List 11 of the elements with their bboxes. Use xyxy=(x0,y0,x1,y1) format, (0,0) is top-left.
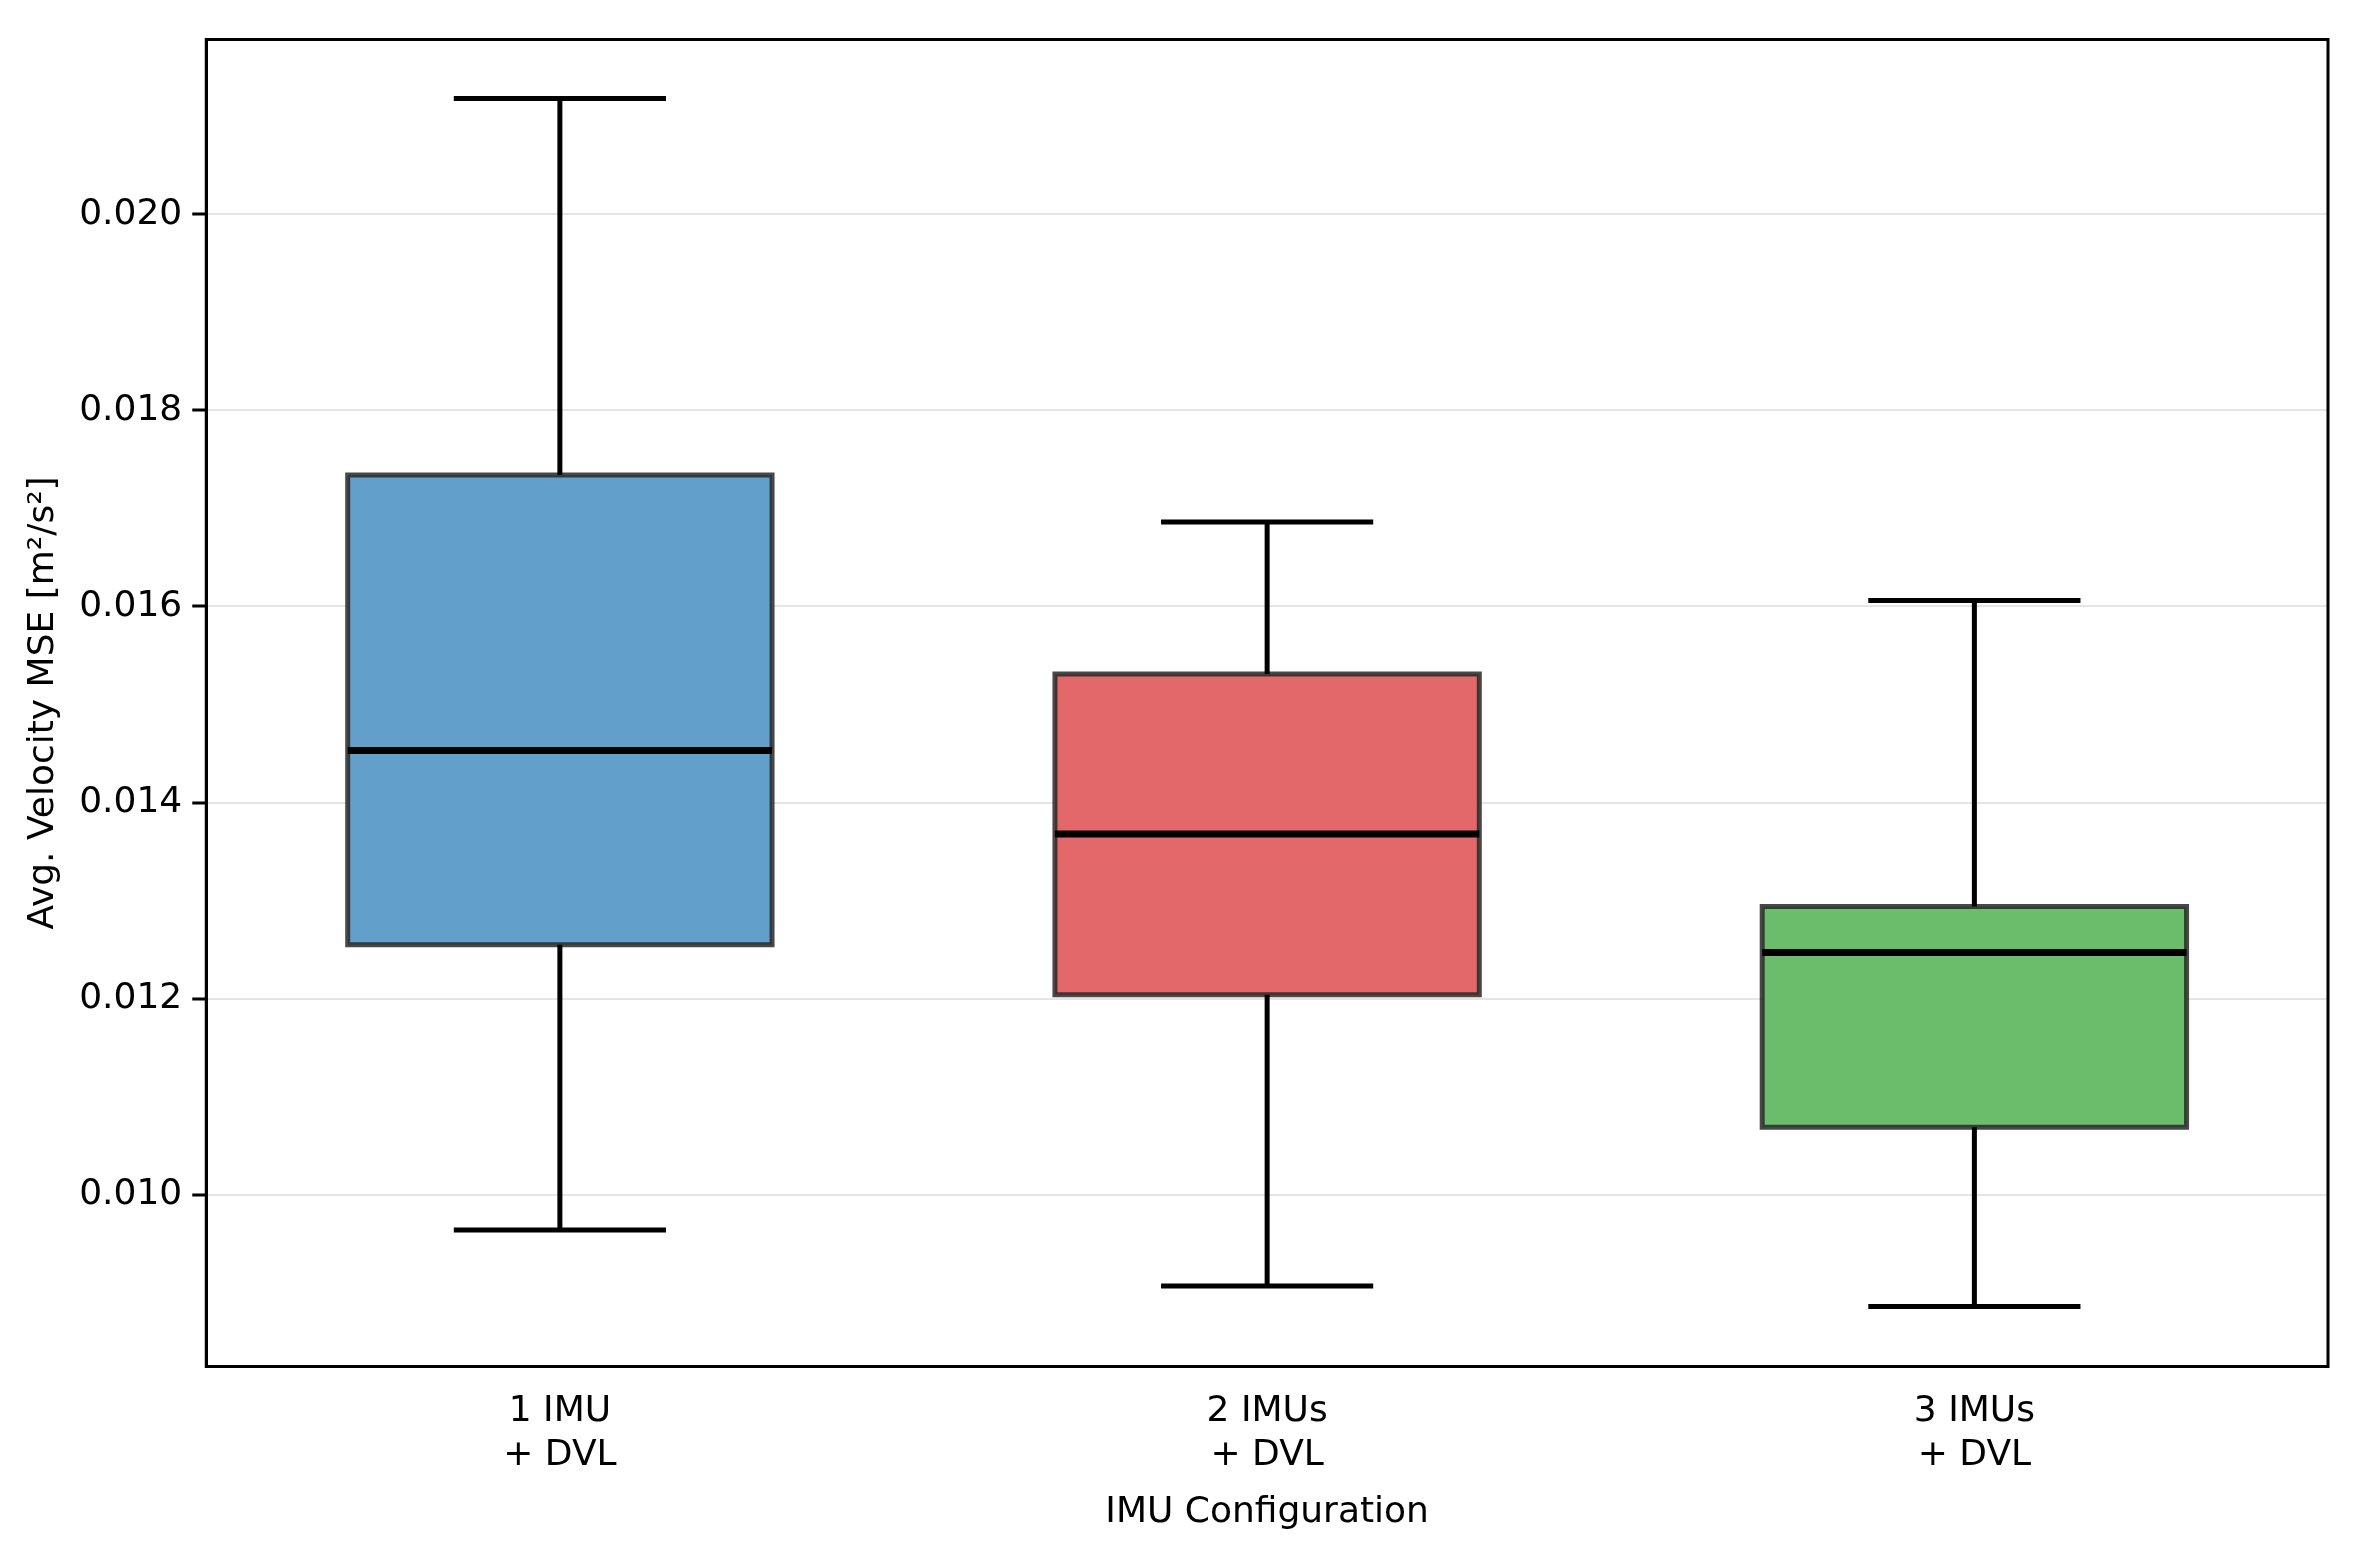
y-tick-label: 0.020 xyxy=(79,190,183,232)
y-tick-label: 0.010 xyxy=(79,1171,183,1213)
x-tick-label: 3 IMUs + DVL xyxy=(1913,1388,2035,1473)
y-tick-label: 0.016 xyxy=(79,582,183,624)
y-tick-label: 0.012 xyxy=(79,975,183,1017)
y-tick-label: 0.014 xyxy=(79,778,183,820)
x-tick-label: 2 IMUs + DVL xyxy=(1206,1388,1328,1473)
x-tick-label: 1 IMU + DVL xyxy=(503,1388,617,1473)
x-axis-title: IMU Configuration xyxy=(1105,1488,1429,1530)
y-axis-title: Avg. Velocity MSE [m²/s²] xyxy=(19,476,61,930)
y-tick-label: 0.018 xyxy=(79,386,183,428)
